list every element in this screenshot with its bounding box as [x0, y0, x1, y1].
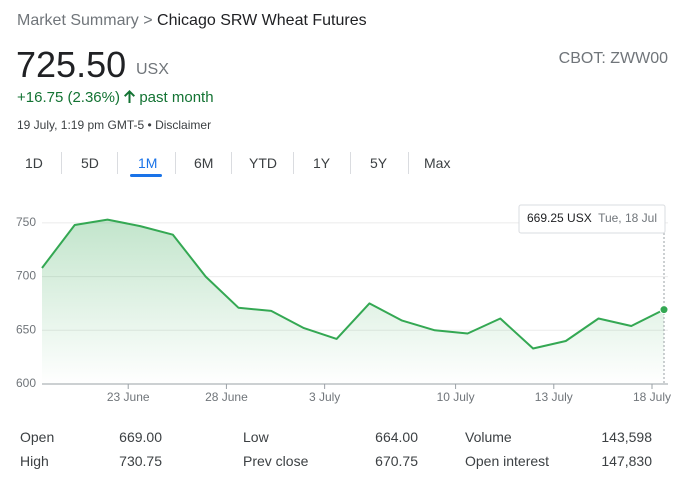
price-unit: USX — [136, 61, 169, 78]
exchange-symbol: CBOT: ZWW00 — [558, 50, 668, 67]
tab-separator — [175, 152, 176, 174]
price-change: +16.75 (2.36%) past month — [17, 89, 214, 106]
tab-separator — [61, 152, 62, 174]
x-tick-label: 10 July — [437, 390, 475, 404]
y-tick-label: 750 — [16, 215, 36, 229]
change-period: past month — [139, 89, 214, 106]
range-tab[interactable]: YTD — [249, 155, 277, 171]
y-tick-label: 600 — [16, 376, 36, 390]
tooltip-date: Tue, 18 Jul — [598, 211, 657, 225]
area-fill — [42, 219, 664, 384]
timestamp-line: 19 July, 1:19 pm GMT-5 • Disclaimer — [17, 118, 211, 132]
disclaimer[interactable]: Disclaimer — [155, 118, 212, 132]
tab-separator — [231, 152, 232, 174]
tooltip-box — [518, 204, 666, 234]
price-line — [41, 218, 665, 350]
range-tab[interactable]: 1Y — [313, 155, 331, 171]
range-tab[interactable]: 1D — [25, 155, 43, 171]
y-tick-label: 700 — [16, 269, 36, 283]
stat-label: High — [20, 453, 49, 469]
tab-separator — [117, 152, 118, 174]
stat-label: Open interest — [465, 453, 550, 469]
breadcrumb-current: Chicago SRW Wheat Futures — [157, 12, 367, 29]
hover-dot — [659, 305, 669, 315]
breadcrumb: Market Summary > Chicago SRW Wheat Futur… — [17, 12, 367, 30]
tooltip-value: 669.25 USX — [527, 211, 592, 225]
up-arrow — [124, 90, 136, 103]
stat-value: 147,830 — [601, 453, 652, 469]
stat-value: 730.75 — [119, 453, 162, 469]
y-tick-label: 650 — [16, 322, 36, 336]
chart: 600 650 700 750 23 June 28 June 3 July 10 July 1… — [16, 204, 671, 404]
stat-label: Low — [243, 429, 269, 445]
range-tab[interactable]: 1M — [138, 155, 158, 171]
stat-value: 669.00 — [119, 429, 162, 445]
x-tick-label: 18 July — [633, 390, 671, 404]
x-tick-label: 13 July — [535, 390, 573, 404]
price: 725.50 — [16, 44, 127, 85]
breadcrumb-parent[interactable]: Market Summary — [17, 12, 139, 29]
change-value: +16.75 (2.36%) — [17, 89, 120, 106]
stat-value: 664.00 — [375, 429, 418, 445]
timestamp: 19 July, 1:19 pm GMT-5 — [17, 118, 145, 132]
tab-separator — [293, 152, 294, 174]
stat-label: Prev close — [243, 453, 309, 469]
stat-label: Volume — [465, 429, 512, 445]
breadcrumb-separator: > — [143, 12, 153, 29]
x-tick-label: 3 July — [309, 390, 340, 404]
stat-value: 143,598 — [601, 429, 652, 445]
dot-separator: • — [147, 118, 152, 132]
range-tab[interactable]: 5Y — [370, 155, 388, 171]
range-tab[interactable]: 5D — [81, 155, 99, 171]
tab-separator — [408, 152, 409, 174]
range-tab[interactable]: Max — [424, 155, 451, 171]
active-tab-underline — [130, 174, 162, 177]
stat-value: 670.75 — [375, 453, 418, 469]
range-tab[interactable]: 6M — [194, 155, 214, 171]
tab-separator — [350, 152, 351, 174]
x-tick-label: 23 June — [107, 390, 150, 404]
stat-label: Open — [20, 429, 55, 445]
x-tick-label: 28 June — [205, 390, 248, 404]
